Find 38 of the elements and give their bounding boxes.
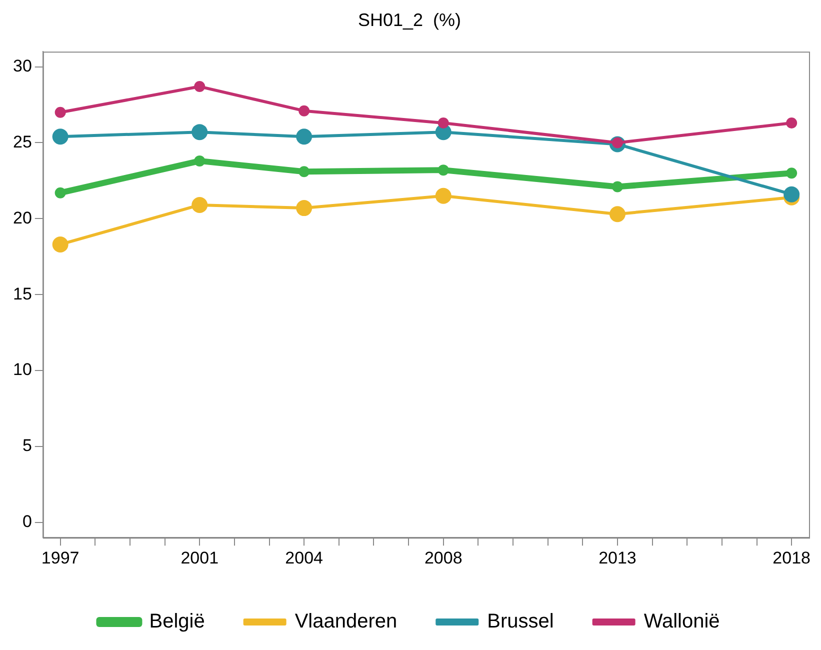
x-tick-label: 2018 — [772, 548, 811, 568]
point — [54, 187, 66, 198]
chart-title: SH01_2 (%) — [358, 10, 462, 30]
y-tick-label: 15 — [12, 284, 32, 304]
point — [298, 105, 310, 116]
y-tick-label: 10 — [12, 360, 32, 380]
point — [612, 181, 623, 192]
point — [192, 196, 208, 213]
point — [296, 200, 312, 216]
point — [194, 81, 206, 92]
point — [298, 166, 310, 178]
x-tick-label: 2008 — [424, 548, 462, 568]
y-tick-label: 25 — [12, 132, 32, 152]
point — [438, 117, 449, 128]
x-tick-label: 2001 — [180, 548, 219, 568]
point — [194, 155, 206, 166]
point — [786, 117, 798, 128]
x-tick-label: 1997 — [41, 548, 80, 568]
point — [435, 188, 452, 204]
legend-label: Brussel — [487, 610, 554, 633]
point — [784, 186, 800, 202]
y-tick-label: 20 — [12, 208, 32, 228]
legend-label: België — [149, 610, 205, 633]
point — [609, 206, 626, 222]
y-tick-label: 0 — [22, 512, 32, 532]
point — [438, 164, 449, 176]
point — [296, 128, 312, 145]
point — [54, 106, 66, 118]
point — [192, 124, 208, 140]
legend-label: Wallonië — [644, 610, 720, 633]
y-tick-label: 30 — [12, 56, 32, 76]
legend-label: Vlaanderen — [294, 610, 398, 633]
point — [786, 168, 798, 179]
point — [52, 128, 68, 145]
x-tick-label: 2004 — [285, 548, 323, 568]
x-tick-label: 2013 — [598, 548, 636, 568]
point — [52, 236, 68, 252]
y-tick-label: 5 — [22, 436, 32, 456]
